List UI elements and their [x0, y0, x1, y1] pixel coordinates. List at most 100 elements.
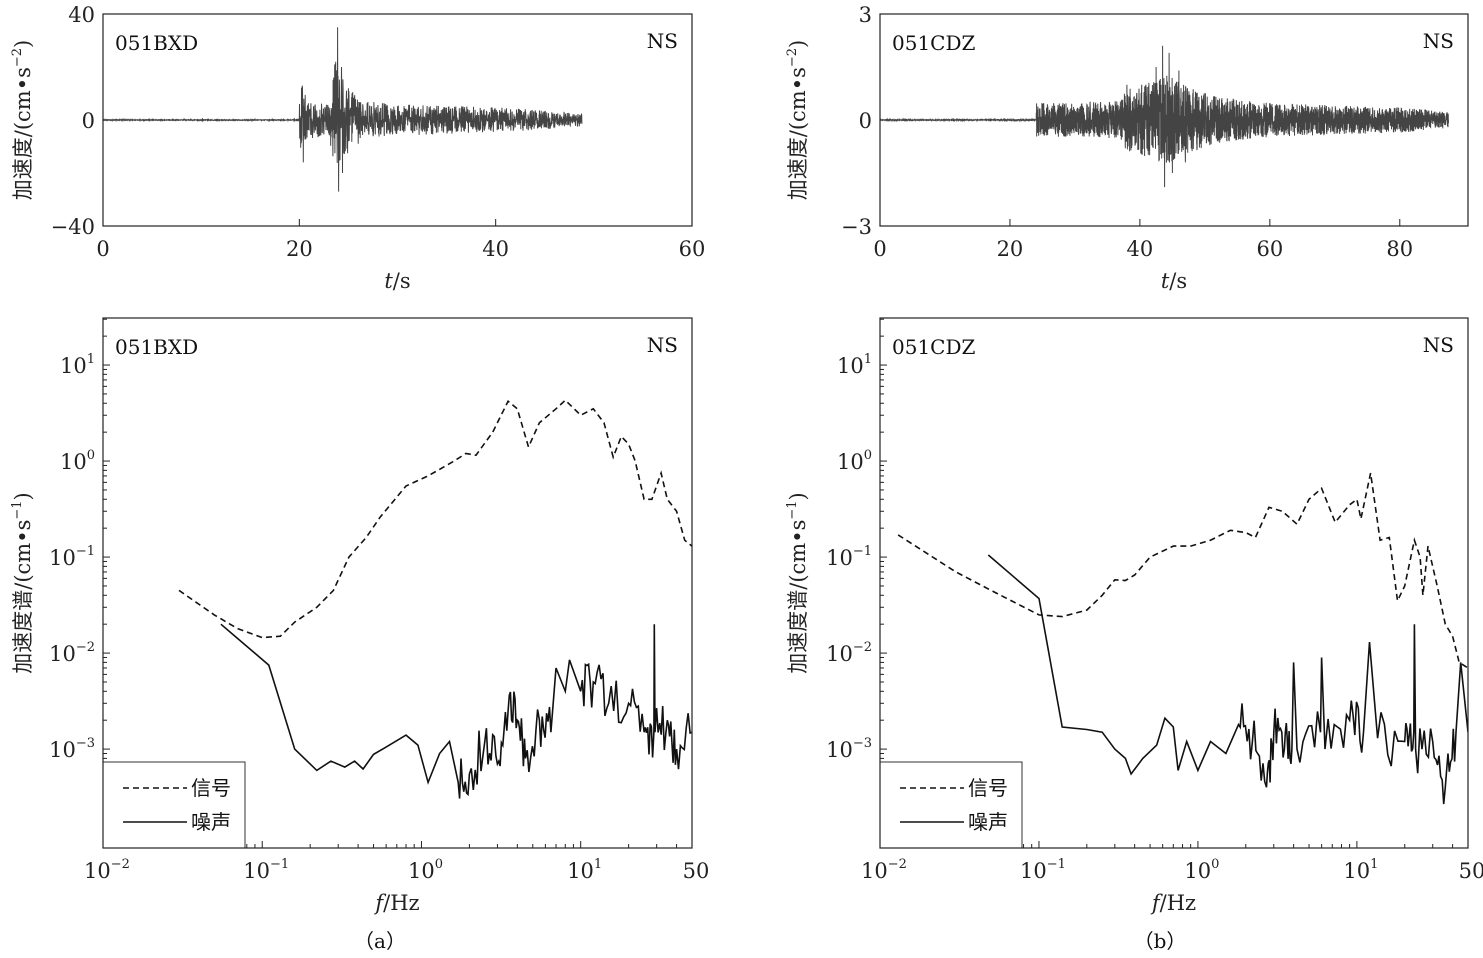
- tick-base: 10: [1020, 859, 1047, 883]
- x-tick-label: 80: [1386, 237, 1413, 261]
- y-tick-label: 3: [859, 3, 872, 27]
- x-tick-label: 0: [873, 237, 886, 261]
- y-axis-exponent: −2: [785, 48, 800, 67]
- y-axis-label: 加速度谱/(cm•s: [11, 520, 35, 674]
- y-tick-label: 40: [68, 3, 95, 27]
- station-label: 051BXD: [115, 335, 198, 359]
- y-axis-close: ): [786, 40, 810, 48]
- y-axis-label: 加速度谱/(cm•s: [786, 520, 810, 674]
- x-tick-label: 10−2: [84, 857, 130, 883]
- tick-exponent: 1: [864, 352, 872, 367]
- x-tick-label: 20: [286, 237, 313, 261]
- tick-base: 10: [243, 859, 270, 883]
- y-axis-label: 加速度/(cm•s: [11, 67, 35, 200]
- y-tick-label: 0: [859, 109, 872, 133]
- tick-base: 10: [408, 859, 435, 883]
- y-axis-label: 加速度/(cm•s: [786, 67, 810, 200]
- tick-exponent: 0: [1211, 857, 1219, 872]
- y-tick-label: 100: [837, 448, 872, 474]
- series-solid: [220, 623, 692, 799]
- series-dashed: [897, 472, 1468, 669]
- component-label: NS: [647, 29, 678, 53]
- x-axis-title: t/s: [1161, 269, 1187, 293]
- x-tick-label: 101: [567, 857, 602, 883]
- y-tick-label: 10−2: [49, 640, 95, 666]
- tick-exponent: 0: [435, 857, 443, 872]
- x-axis-title: f/Hz: [1150, 891, 1196, 915]
- tick-base: 10: [826, 546, 853, 570]
- y-axis-title: 加速度/(cm•s−2): [10, 40, 35, 200]
- plot-area: [178, 399, 692, 799]
- series-waveform: [880, 45, 1449, 188]
- x-axis-symbol: t: [384, 269, 393, 293]
- series-solid: [987, 554, 1468, 805]
- tick-exponent: −2: [853, 640, 872, 655]
- caption-a: （a）: [354, 929, 406, 953]
- y-tick-label: 101: [837, 352, 872, 378]
- tick-exponent: −1: [1047, 857, 1066, 872]
- tick-exponent: −3: [853, 736, 872, 751]
- x-tick-label: 50: [683, 859, 710, 883]
- tick-exponent: −3: [76, 736, 95, 751]
- y-tick-label: −3: [841, 215, 872, 239]
- y-axis-title: 加速度/(cm•s−2): [785, 40, 810, 200]
- y-axis-close: ): [11, 492, 35, 500]
- tick-base: 10: [567, 859, 594, 883]
- x-tick-label: 10−1: [243, 857, 289, 883]
- tick-base: 10: [60, 354, 87, 378]
- x-tick-label: 20: [997, 237, 1024, 261]
- component-label: NS: [1423, 333, 1454, 357]
- tick-exponent: −2: [111, 857, 130, 872]
- tick-exponent: −1: [853, 544, 872, 559]
- plot-frame: [102, 317, 693, 849]
- y-axis-exponent: −1: [785, 500, 800, 519]
- tick-base: 10: [837, 450, 864, 474]
- x-tick-label: 50: [1459, 859, 1483, 883]
- y-axis-exponent: −1: [10, 500, 25, 519]
- tick-base: 50: [683, 859, 710, 883]
- tick-base: 10: [49, 642, 76, 666]
- component-label: NS: [647, 333, 678, 357]
- y-tick-label: 10−3: [826, 736, 872, 762]
- station-label: 051CDZ: [892, 335, 976, 359]
- legend-label: 信号: [968, 776, 1008, 800]
- x-axis-unit: /s: [1169, 269, 1187, 293]
- tick-base: 50: [1459, 859, 1483, 883]
- tick-exponent: 0: [864, 448, 872, 463]
- legend-label: 噪声: [968, 810, 1008, 834]
- x-tick-label: 100: [1184, 857, 1219, 883]
- station-label: 051BXD: [115, 31, 198, 55]
- tick-exponent: 1: [1370, 857, 1378, 872]
- tick-exponent: −1: [76, 544, 95, 559]
- legend-box: [102, 761, 246, 849]
- tick-exponent: −1: [270, 857, 289, 872]
- station-label: 051CDZ: [892, 31, 976, 55]
- y-axis-exponent: −2: [10, 48, 25, 67]
- x-tick-label: 10−1: [1020, 857, 1066, 883]
- y-axis-close: ): [786, 492, 810, 500]
- y-axis-title: 加速度谱/(cm•s−1): [10, 492, 35, 673]
- chart-a-bottom: 10−2 10−1 100 101 5010110010−110−210−3f/Hz加速…: [10, 317, 710, 915]
- tick-base: 10: [60, 450, 87, 474]
- tick-exponent: 0: [87, 448, 95, 463]
- tick-base: 10: [1184, 859, 1211, 883]
- y-tick-label: 101: [60, 352, 95, 378]
- tick-exponent: −2: [76, 640, 95, 655]
- x-tick-label: 60: [679, 237, 706, 261]
- legend-label: 噪声: [191, 810, 231, 834]
- tick-exponent: 1: [87, 352, 95, 367]
- x-tick-label: 60: [1256, 237, 1283, 261]
- x-axis-unit: /Hz: [1160, 891, 1196, 915]
- x-axis-symbol: f: [1150, 891, 1163, 915]
- x-axis-title: t/s: [384, 269, 410, 293]
- plot-area: [897, 472, 1468, 805]
- plot-frame: [102, 13, 693, 227]
- caption-b: （b）: [1134, 929, 1187, 953]
- plot-area: [880, 45, 1449, 188]
- tick-base: 10: [1343, 859, 1370, 883]
- tick-base: 10: [826, 642, 853, 666]
